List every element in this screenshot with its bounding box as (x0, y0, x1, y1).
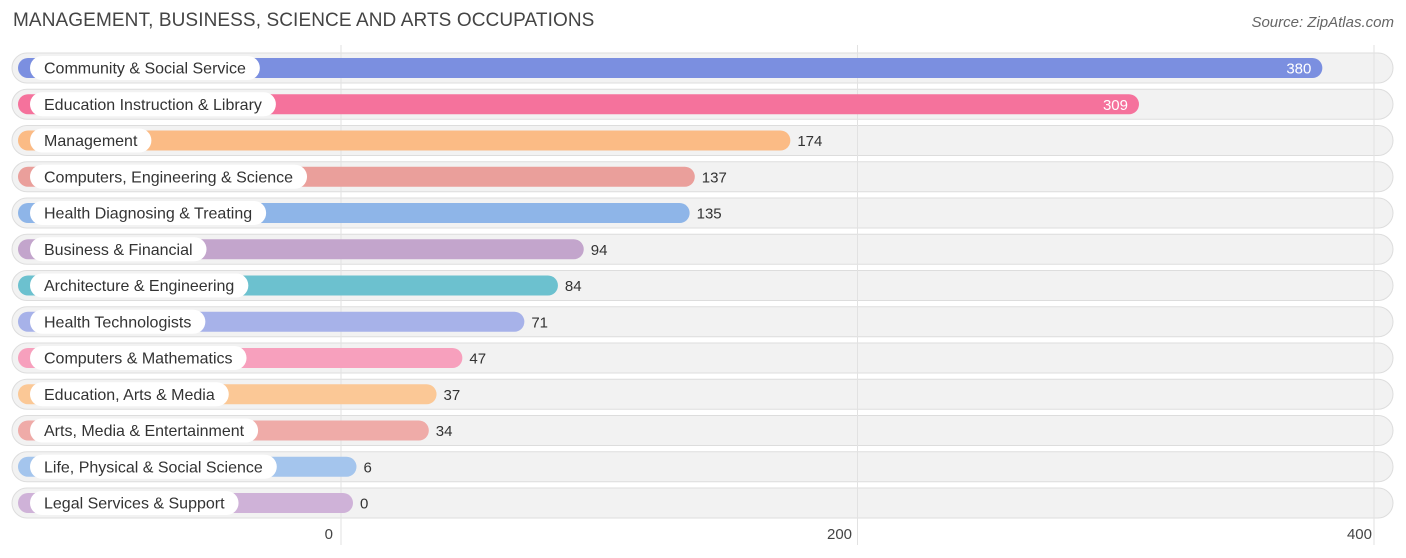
value-label: 71 (531, 314, 548, 331)
x-tick-label: 200 (827, 526, 852, 543)
label-pill (30, 273, 249, 298)
label-pill (30, 309, 206, 334)
category-label: Computers & Mathematics (44, 351, 233, 368)
bar (18, 94, 1139, 115)
label-pill (30, 56, 260, 80)
label-pill (30, 92, 276, 117)
value-label: 84 (565, 278, 582, 295)
category-label: Management (44, 133, 138, 150)
label-pill (30, 382, 229, 407)
value-label: 94 (591, 242, 608, 259)
chart-title: MANAGEMENT, BUSINESS, SCIENCE AND ARTS O… (13, 10, 595, 31)
row-track (11, 487, 1394, 519)
label-pill (30, 201, 267, 225)
category-label: Computers, Engineering & Science (44, 169, 293, 186)
label-pill (30, 164, 308, 189)
category-label: Architecture & Engineering (44, 278, 234, 295)
x-tick-label: 0 (325, 526, 333, 543)
label-pill (30, 418, 259, 443)
value-label: 137 (702, 169, 727, 186)
x-tick-label: 400 (1347, 526, 1372, 543)
value-label: 174 (797, 133, 822, 150)
value-label: 37 (444, 387, 461, 404)
value-label: 47 (469, 351, 486, 368)
value-label: 380 (1286, 61, 1311, 78)
category-label: Business & Financial (44, 242, 193, 259)
category-label: Health Technologists (44, 314, 191, 331)
bar (18, 58, 1323, 78)
value-label: 34 (436, 423, 453, 440)
label-pill (30, 128, 152, 153)
bar (18, 130, 791, 151)
category-label: Education Instruction & Library (44, 97, 262, 114)
label-pill (30, 454, 277, 479)
label-pill (30, 491, 239, 515)
value-label: 0 (360, 496, 368, 513)
category-label: Life, Physical & Social Science (44, 459, 263, 476)
category-label: Community & Social Service (44, 61, 246, 78)
category-label: Arts, Media & Entertainment (44, 423, 245, 440)
category-label: Legal Services & Support (44, 496, 225, 513)
value-label: 309 (1103, 97, 1128, 114)
source-credit: Source: ZipAtlas.com (1251, 14, 1394, 31)
row-track (11, 451, 1394, 483)
bars: Community & Social Service 380 Education I… (18, 56, 1323, 515)
category-label: Education, Arts & Media (44, 387, 215, 404)
label-pill (30, 346, 247, 370)
category-label: Health Diagnosing & Treating (44, 206, 252, 223)
value-label: 135 (697, 206, 722, 223)
value-label: 6 (363, 459, 371, 476)
label-pill (30, 237, 207, 262)
x-axis-ticks: 0 200 400 (325, 526, 1372, 543)
